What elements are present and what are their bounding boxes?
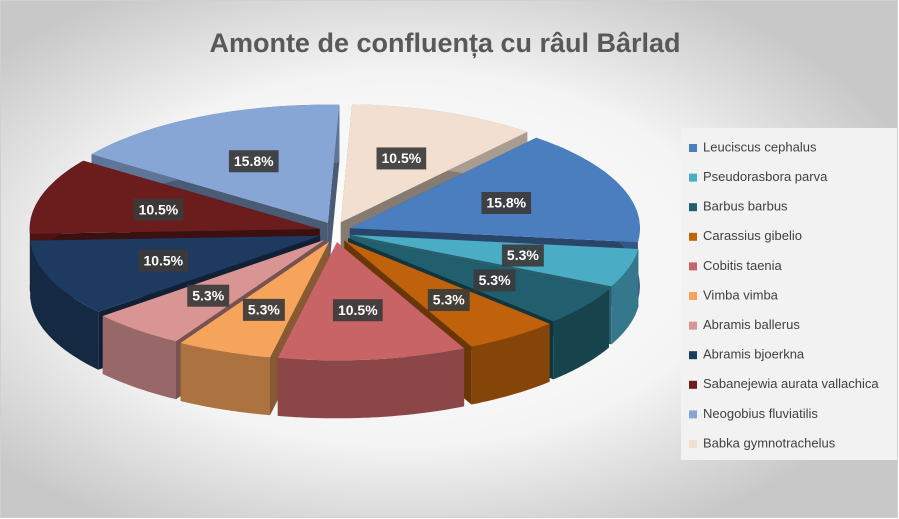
data-label: 10.5% xyxy=(382,150,422,166)
legend-label: Vimba vimba xyxy=(703,287,779,302)
chart-title: Amonte de confluența cu râul Bârlad xyxy=(209,28,680,58)
data-label-box xyxy=(473,269,516,292)
slice-top xyxy=(91,104,340,223)
data-label: 15.8% xyxy=(234,153,274,169)
legend-swatch xyxy=(689,440,697,448)
legend-label: Pseudorasbora parva xyxy=(703,169,828,184)
legend-label: Sabanejewia aurata vallachica xyxy=(703,376,879,391)
legend-label: Barbus barbus xyxy=(703,199,788,214)
legend-label: Leuciscus cephalus xyxy=(703,139,817,154)
slice-wall xyxy=(611,249,639,345)
data-label-box xyxy=(501,244,544,267)
legend: Leuciscus cephalus Pseudorasbora parva Bar… xyxy=(689,139,879,450)
data-label: 10.5% xyxy=(338,302,378,318)
slice-wall xyxy=(30,240,99,370)
legend-swatch xyxy=(689,410,697,419)
legend-swatch xyxy=(689,292,697,300)
legend-label: Cobitis taenia xyxy=(703,258,783,273)
data-label: 5.3% xyxy=(479,272,511,288)
data-label-box xyxy=(187,284,230,307)
data-label: 5.3% xyxy=(433,292,465,308)
legend-swatch xyxy=(689,203,697,212)
data-label: 10.5% xyxy=(139,201,179,217)
legend-swatch xyxy=(689,262,697,271)
legend-swatch xyxy=(689,380,697,389)
slice-top xyxy=(30,235,321,312)
slice-wall xyxy=(277,348,465,419)
legend-swatch xyxy=(689,173,697,182)
slice-top xyxy=(340,104,528,223)
slice-wall xyxy=(180,343,270,416)
legend-label: Babka gymnotrachelus xyxy=(703,435,836,450)
data-label-box xyxy=(427,289,470,312)
legend-background xyxy=(681,128,897,460)
slice-wall xyxy=(471,323,550,405)
slice-top xyxy=(349,137,640,243)
data-label-box xyxy=(332,299,383,322)
slice-top xyxy=(350,234,639,287)
legend-label: Neogobius fluviatilis xyxy=(703,406,818,421)
data-label-box xyxy=(133,198,184,221)
legend-label: Abramis bjoerkna xyxy=(703,347,805,362)
legend-swatch xyxy=(689,321,697,330)
data-label-box xyxy=(481,191,532,214)
legend-swatch xyxy=(689,144,697,152)
data-labels: 15.8% 5.3% 5.3% 5.3% 10.5% 5.3% 5.3% 10.5% 10.5%… xyxy=(133,147,544,322)
data-label: 10.5% xyxy=(143,252,183,268)
data-label: 5.3% xyxy=(507,247,539,263)
data-label: 15.8% xyxy=(486,195,526,211)
data-label-box xyxy=(376,147,427,170)
data-label: 5.3% xyxy=(248,302,280,318)
legend-swatch xyxy=(689,232,697,241)
data-label-box xyxy=(242,298,285,321)
slice-top xyxy=(29,160,320,234)
legend-swatch xyxy=(689,351,697,360)
slice-wall xyxy=(553,289,609,380)
slice-wall xyxy=(102,316,176,400)
legend-label: Carassius gibelio xyxy=(703,228,802,243)
data-label: 5.3% xyxy=(192,287,224,303)
legend-label: Abramis ballerus xyxy=(703,317,800,332)
pie xyxy=(29,104,640,419)
data-label-box xyxy=(228,150,279,173)
data-label-box xyxy=(138,249,189,272)
